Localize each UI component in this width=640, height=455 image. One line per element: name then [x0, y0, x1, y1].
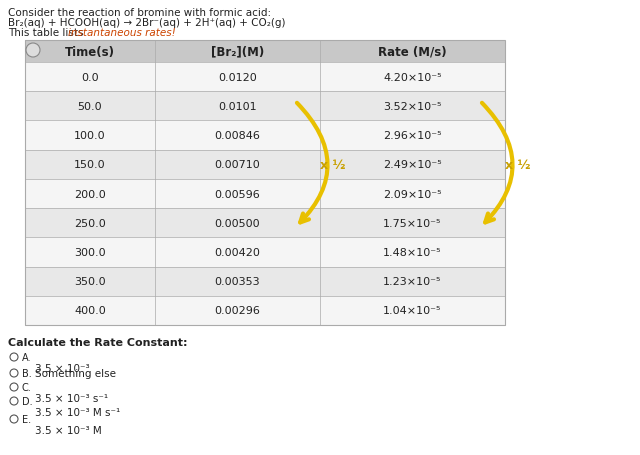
Text: 3.5 × 10⁻³ s⁻¹: 3.5 × 10⁻³ s⁻¹ [35, 393, 108, 403]
Text: 2.49×10⁻⁵: 2.49×10⁻⁵ [383, 160, 442, 170]
Text: C.: C. [22, 382, 32, 392]
Text: 3.52×10⁻⁵: 3.52×10⁻⁵ [383, 101, 442, 111]
Text: 1.04×10⁻⁵: 1.04×10⁻⁵ [383, 306, 442, 316]
Text: 1.23×10⁻⁵: 1.23×10⁻⁵ [383, 277, 442, 287]
Circle shape [10, 383, 18, 391]
Text: A.: A. [22, 352, 31, 362]
Text: x ½: x ½ [505, 158, 531, 172]
Bar [25, 41, 505, 325]
Bar [25, 179, 505, 209]
Text: 0.0120: 0.0120 [218, 72, 257, 82]
Text: B.: B. [22, 368, 32, 378]
Text: 150.0: 150.0 [74, 160, 106, 170]
Text: 0.00710: 0.00710 [214, 160, 260, 170]
Bar [25, 209, 505, 238]
Bar [25, 238, 505, 267]
Text: 0.0: 0.0 [81, 72, 99, 82]
Text: instantaneous rates!: instantaneous rates! [68, 28, 176, 38]
Bar [25, 296, 505, 325]
Text: x ½: x ½ [320, 158, 346, 172]
FancyArrowPatch shape [482, 104, 513, 223]
Text: 0.00596: 0.00596 [214, 189, 260, 199]
Text: 0.00296: 0.00296 [214, 306, 260, 316]
Text: 4.20×10⁻⁵: 4.20×10⁻⁵ [383, 72, 442, 82]
Text: D.: D. [22, 396, 33, 406]
Circle shape [10, 397, 18, 405]
Text: 400.0: 400.0 [74, 306, 106, 316]
Text: 0.00420: 0.00420 [214, 248, 260, 258]
Text: 200.0: 200.0 [74, 189, 106, 199]
Bar [25, 63, 505, 92]
FancyArrowPatch shape [297, 104, 328, 223]
Text: 100.0: 100.0 [74, 131, 106, 141]
Bar [25, 121, 505, 150]
Text: 2.09×10⁻⁵: 2.09×10⁻⁵ [383, 189, 442, 199]
Circle shape [10, 415, 18, 423]
Text: [Br₂](M): [Br₂](M) [211, 46, 264, 58]
Text: 0.00353: 0.00353 [214, 277, 260, 287]
Text: 0.00846: 0.00846 [214, 131, 260, 141]
Bar [25, 267, 505, 296]
Text: 1.75×10⁻⁵: 1.75×10⁻⁵ [383, 218, 442, 228]
Text: Something else: Something else [35, 368, 116, 378]
Text: 0.0101: 0.0101 [218, 101, 257, 111]
Bar [25, 92, 505, 121]
Circle shape [10, 369, 18, 377]
Circle shape [26, 44, 40, 58]
Text: 2.96×10⁻⁵: 2.96×10⁻⁵ [383, 131, 442, 141]
Text: Rate (M/s): Rate (M/s) [378, 46, 447, 58]
Circle shape [10, 353, 18, 361]
Text: 3.5 × 10⁻³: 3.5 × 10⁻³ [35, 363, 90, 373]
Text: 1.48×10⁻⁵: 1.48×10⁻⁵ [383, 248, 442, 258]
Bar [25, 41, 505, 63]
Text: This table lists: This table lists [8, 28, 87, 38]
Text: 300.0: 300.0 [74, 248, 106, 258]
Text: Consider the reaction of bromine with formic acid:: Consider the reaction of bromine with fo… [8, 8, 271, 18]
Text: 3.5 × 10⁻³ M: 3.5 × 10⁻³ M [35, 425, 102, 435]
Text: 250.0: 250.0 [74, 218, 106, 228]
Text: E.: E. [22, 414, 31, 424]
Text: Calculate the Rate Constant:: Calculate the Rate Constant: [8, 337, 188, 347]
Text: 350.0: 350.0 [74, 277, 106, 287]
Text: Br₂(aq) + HCOOH(aq) → 2Br⁻(aq) + 2H⁺(aq) + CO₂(g): Br₂(aq) + HCOOH(aq) → 2Br⁻(aq) + 2H⁺(aq)… [8, 18, 285, 28]
Bar [25, 150, 505, 179]
Text: 0.00500: 0.00500 [214, 218, 260, 228]
Text: Time(s): Time(s) [65, 46, 115, 58]
Text: 3.5 × 10⁻³ M s⁻¹: 3.5 × 10⁻³ M s⁻¹ [35, 407, 120, 417]
Text: 50.0: 50.0 [77, 101, 102, 111]
